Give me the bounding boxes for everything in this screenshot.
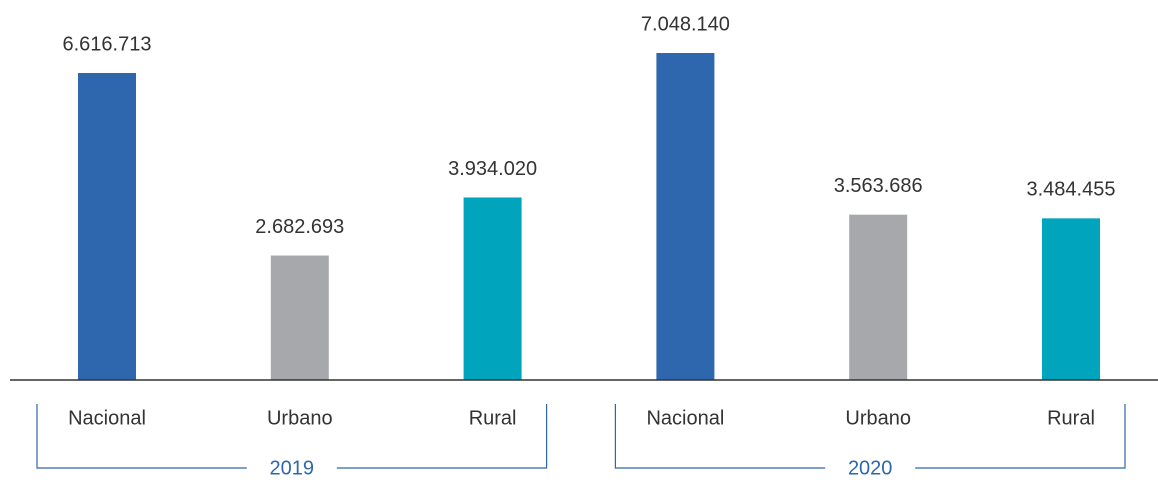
value-label: 7.048.140 [641, 13, 730, 35]
group-bracket [614, 404, 826, 469]
value-label: 3.563.686 [834, 175, 923, 197]
group-label: 2020 [848, 457, 893, 479]
value-label: 3.934.020 [448, 158, 537, 180]
x-tick-label: Rural [1047, 407, 1095, 429]
group-bracket [915, 404, 1126, 469]
group-bracket [336, 404, 548, 469]
bar [656, 53, 715, 380]
x-tick-label: Urbano [845, 407, 911, 429]
x-tick-label: Rural [469, 407, 517, 429]
bar [270, 255, 329, 380]
bar [849, 214, 908, 380]
value-label: 3.484.455 [1027, 179, 1116, 201]
x-tick-label: Nacional [646, 407, 724, 429]
x-tick-label: Urbano [267, 407, 333, 429]
group-label: 2019 [270, 457, 315, 479]
x-tick-label: Nacional [68, 407, 146, 429]
bar [78, 73, 136, 381]
value-label: 2.682.693 [255, 216, 344, 238]
value-label: 6.616.713 [63, 33, 152, 55]
bar [1042, 218, 1100, 380]
group-bracket [36, 404, 247, 469]
bar [463, 197, 522, 380]
